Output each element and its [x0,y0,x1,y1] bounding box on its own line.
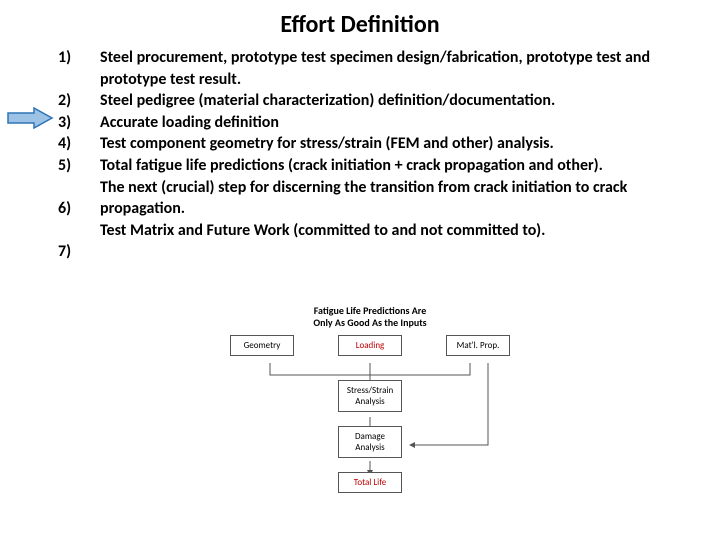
diagram-box-loading: Loading [338,335,402,356]
diagram-title-line2: Only As Good As the Inputs [313,316,426,329]
list-item: The next (crucial) step for discerning t… [100,177,700,220]
diagram-box-damage: Damage Analysis [338,426,402,458]
diagram-box-matl-prop: Mat'l. Prop. [446,335,510,356]
fatigue-flowchart: Fatigue Life Predictions Are Only As Goo… [230,305,510,493]
diagram-box-stress-strain: Stress/Strain Analysis [338,380,402,412]
list-item: Steel pedigree (material characterizatio… [100,90,700,112]
effort-list: 1) 2)3)4)5) 6) 7) Steel procurement, pro… [0,47,720,263]
page-title: Effort Definition [0,0,720,47]
list-item: Accurate loading definition [100,112,700,134]
list-item: Test Matrix and Future Work (committed t… [100,220,700,242]
list-number: 2) [58,90,100,112]
list-item: Test component geometry for stress/strai… [100,133,700,155]
list-item: Steel procurement, prototype test specim… [100,47,700,90]
diagram-box-total-life: Total Life [338,472,402,493]
highlight-arrow-icon [6,106,54,135]
list-number: 4) [58,133,100,155]
list-number: 6) [58,198,100,241]
diagram-box-geometry: Geometry [230,335,294,356]
list-number: 1) [58,47,100,90]
list-number: 3) [58,112,100,134]
list-item: Total fatigue life predictions (crack in… [100,155,700,177]
list-number: 7) [58,241,100,263]
list-number: 5) [58,155,100,198]
diagram-title: Fatigue Life Predictions Are Only As Goo… [230,305,510,329]
